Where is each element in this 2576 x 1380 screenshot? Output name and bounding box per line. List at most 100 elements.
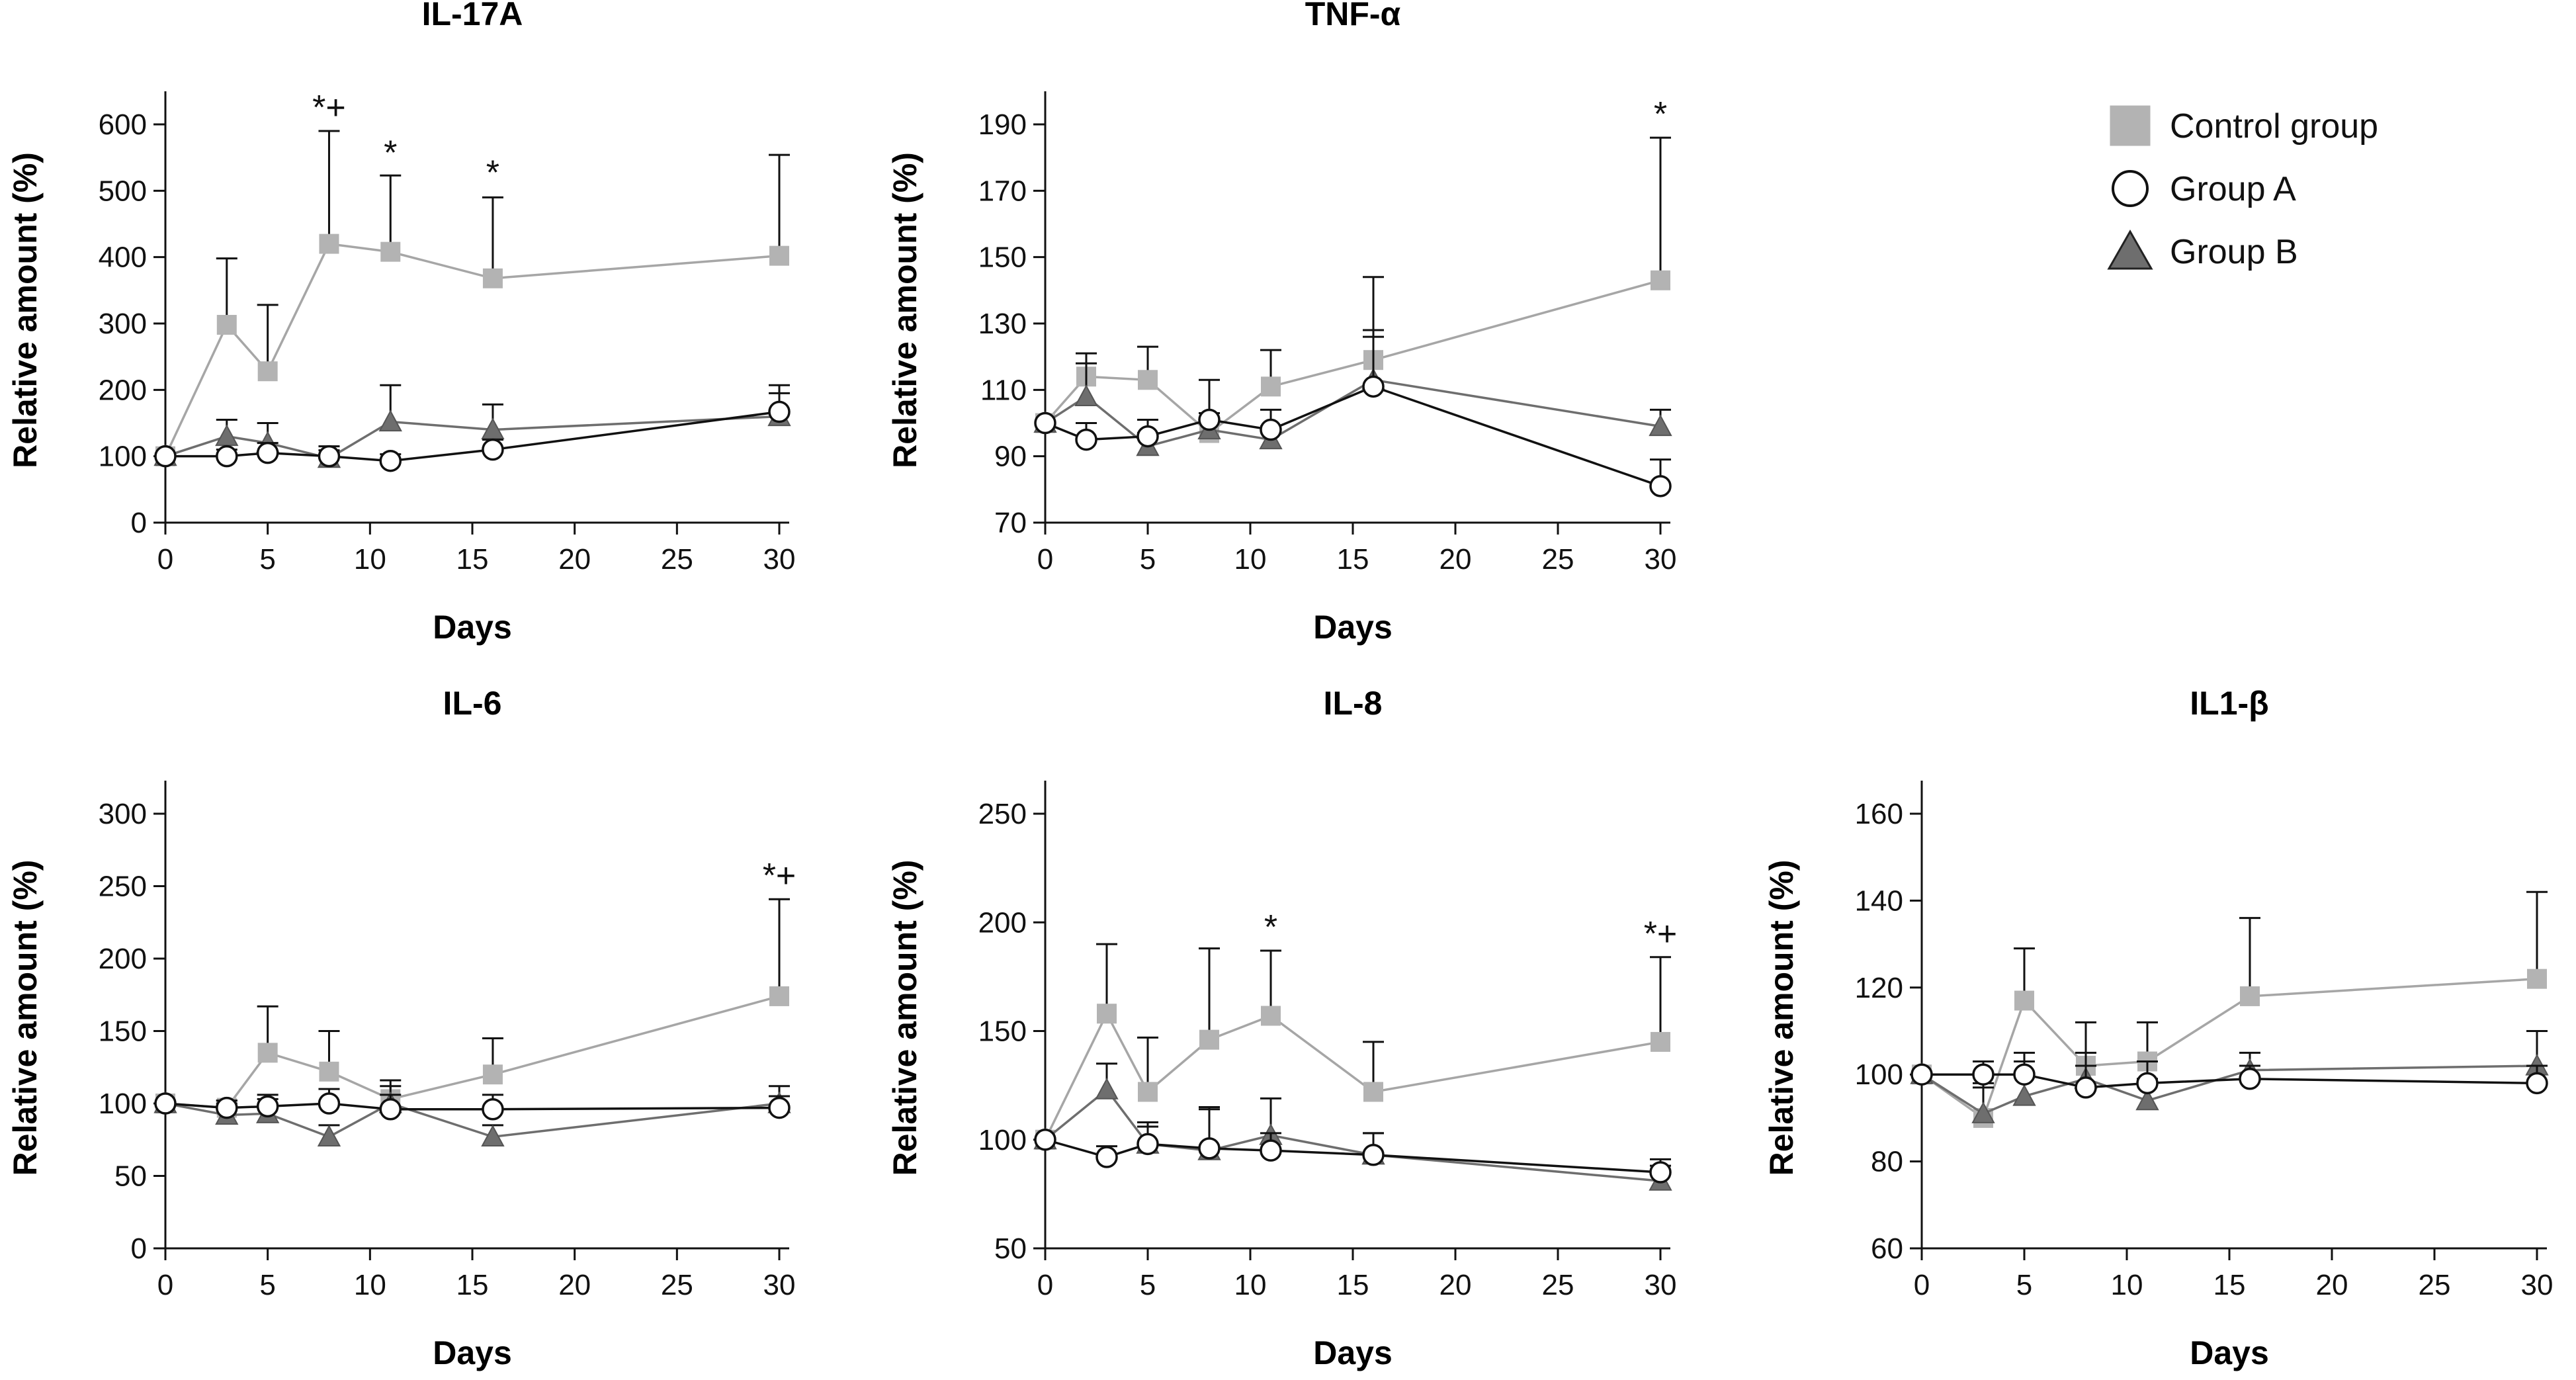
y-axis-label: Relative amount (%) — [1763, 860, 1800, 1176]
significance-marker: * — [384, 134, 397, 172]
data-point — [481, 1125, 505, 1146]
data-point — [1260, 1139, 1282, 1162]
legend-item-control-group: Control group — [2110, 105, 2378, 146]
data-point — [2527, 969, 2547, 989]
chart-panel-tnfa: TNF-α 70 90 110 130 150 170 190 0 5 10 15 20 25 30 Days… — [886, 0, 1676, 646]
series-line — [1920, 977, 2538, 1120]
x-tick-label: 25 — [661, 1269, 693, 1301]
y-tick-label: 100 — [99, 441, 147, 473]
series-group-a — [154, 1088, 791, 1121]
x-tick-label: 30 — [763, 543, 796, 576]
data-point — [378, 410, 402, 432]
y-tick-label: 120 — [1855, 972, 1903, 1004]
series-control-group — [155, 130, 790, 466]
significance-marker: * — [1264, 908, 1277, 947]
chart-panel-il6: IL-6 0 50 100 150 200 250 300 0 5 10 15 20 25 30 Days Re… — [7, 685, 796, 1371]
data-point — [1138, 1082, 1158, 1102]
x-tick-label: 5 — [1140, 543, 1156, 576]
x-tick-label: 15 — [456, 1269, 489, 1301]
data-point — [318, 445, 341, 468]
chart-panel-il1b: IL1-β 60 80 100 120 140 160 0 5 10 15 20 25 30 Days Rel… — [1763, 685, 2553, 1371]
y-tick-label: 50 — [114, 1160, 147, 1193]
y-tick-label: 50 — [994, 1232, 1027, 1265]
x-tick-label: 20 — [558, 1269, 591, 1301]
y-axis-label: Relative amount (%) — [886, 860, 923, 1176]
significance-marker: *+ — [312, 89, 346, 127]
legend-item-group-a: Group A — [2112, 170, 2296, 208]
data-point — [1649, 1161, 1672, 1184]
series-group-a — [1034, 335, 1672, 497]
data-point — [216, 1096, 238, 1119]
data-point — [2012, 1084, 2036, 1106]
x-tick-label: 15 — [1337, 1269, 1369, 1301]
data-point — [1097, 1004, 1117, 1024]
chart-title: IL1-β — [2190, 685, 2268, 722]
data-point — [319, 1061, 339, 1082]
data-point — [1198, 408, 1221, 431]
series-control-group — [1035, 136, 1671, 443]
y-tick-label: 60 — [1871, 1232, 1903, 1265]
data-point — [2013, 1063, 2036, 1086]
series-line — [1044, 279, 1661, 435]
x-axis-label: Days — [433, 1334, 512, 1371]
x-tick-label: 5 — [259, 1269, 275, 1301]
x-tick-label: 20 — [558, 543, 591, 576]
data-point — [1649, 475, 1672, 497]
data-point — [215, 424, 239, 447]
legend-swatch-circle — [2112, 170, 2149, 207]
series-group-a — [154, 384, 791, 472]
x-tick-label: 30 — [2521, 1269, 2554, 1301]
x-axis-label: Days — [1313, 609, 1393, 646]
y-tick-label: 600 — [99, 108, 147, 141]
x-tick-label: 0 — [157, 543, 173, 576]
data-point — [1074, 384, 1098, 406]
data-point — [257, 1043, 278, 1063]
series-group-b — [1910, 1030, 2549, 1123]
x-tick-label: 25 — [2419, 1269, 2451, 1301]
series-line — [165, 995, 780, 1109]
y-tick-label: 150 — [978, 1015, 1027, 1048]
x-tick-label: 10 — [354, 1269, 386, 1301]
significance-marker: * — [1654, 95, 1667, 134]
chart-panel-il17a: IL-17A 0 100 200 300 400 500 600 0 5 10 15 20 25 30 Day… — [7, 0, 795, 646]
data-point — [256, 1095, 279, 1118]
series-control-group — [1035, 943, 1671, 1150]
data-point — [482, 1064, 503, 1085]
y-tick-label: 190 — [978, 108, 1027, 141]
x-tick-label: 10 — [354, 543, 386, 576]
x-tick-label: 25 — [661, 543, 693, 576]
data-point — [769, 245, 789, 266]
x-tick-label: 10 — [2111, 1269, 2143, 1301]
x-tick-label: 5 — [1140, 1269, 1156, 1301]
x-tick-label: 25 — [1542, 1269, 1574, 1301]
y-tick-label: 130 — [978, 308, 1027, 340]
y-tick-label: 90 — [994, 441, 1027, 473]
data-point — [1034, 411, 1056, 435]
data-point — [1137, 1133, 1159, 1156]
data-point — [256, 441, 279, 464]
y-tick-label: 100 — [978, 1124, 1027, 1156]
y-tick-label: 70 — [994, 507, 1027, 539]
y-tick-label: 140 — [1855, 884, 1903, 917]
data-point — [1095, 1146, 1118, 1168]
data-point — [1362, 1143, 1385, 1166]
data-point — [768, 1096, 791, 1119]
x-axis-label: Days — [2190, 1334, 2269, 1371]
series-group-a — [1911, 1051, 2548, 1099]
y-tick-label: 400 — [99, 241, 147, 274]
x-tick-label: 15 — [1337, 543, 1369, 576]
series-line — [1044, 1011, 1661, 1141]
data-point — [2075, 1076, 2097, 1099]
chart-title: TNF-α — [1305, 0, 1401, 32]
y-tick-label: 200 — [99, 374, 147, 406]
data-point — [482, 268, 503, 288]
data-point — [1651, 1031, 1670, 1052]
data-point — [379, 1098, 402, 1121]
significance-marker: *+ — [1644, 915, 1678, 953]
y-tick-label: 250 — [978, 798, 1027, 830]
chart-title: IL-6 — [443, 685, 502, 722]
x-tick-label: 30 — [763, 1269, 796, 1301]
data-point — [2135, 1088, 2159, 1111]
data-point — [1075, 428, 1097, 451]
y-tick-label: 300 — [99, 798, 147, 830]
